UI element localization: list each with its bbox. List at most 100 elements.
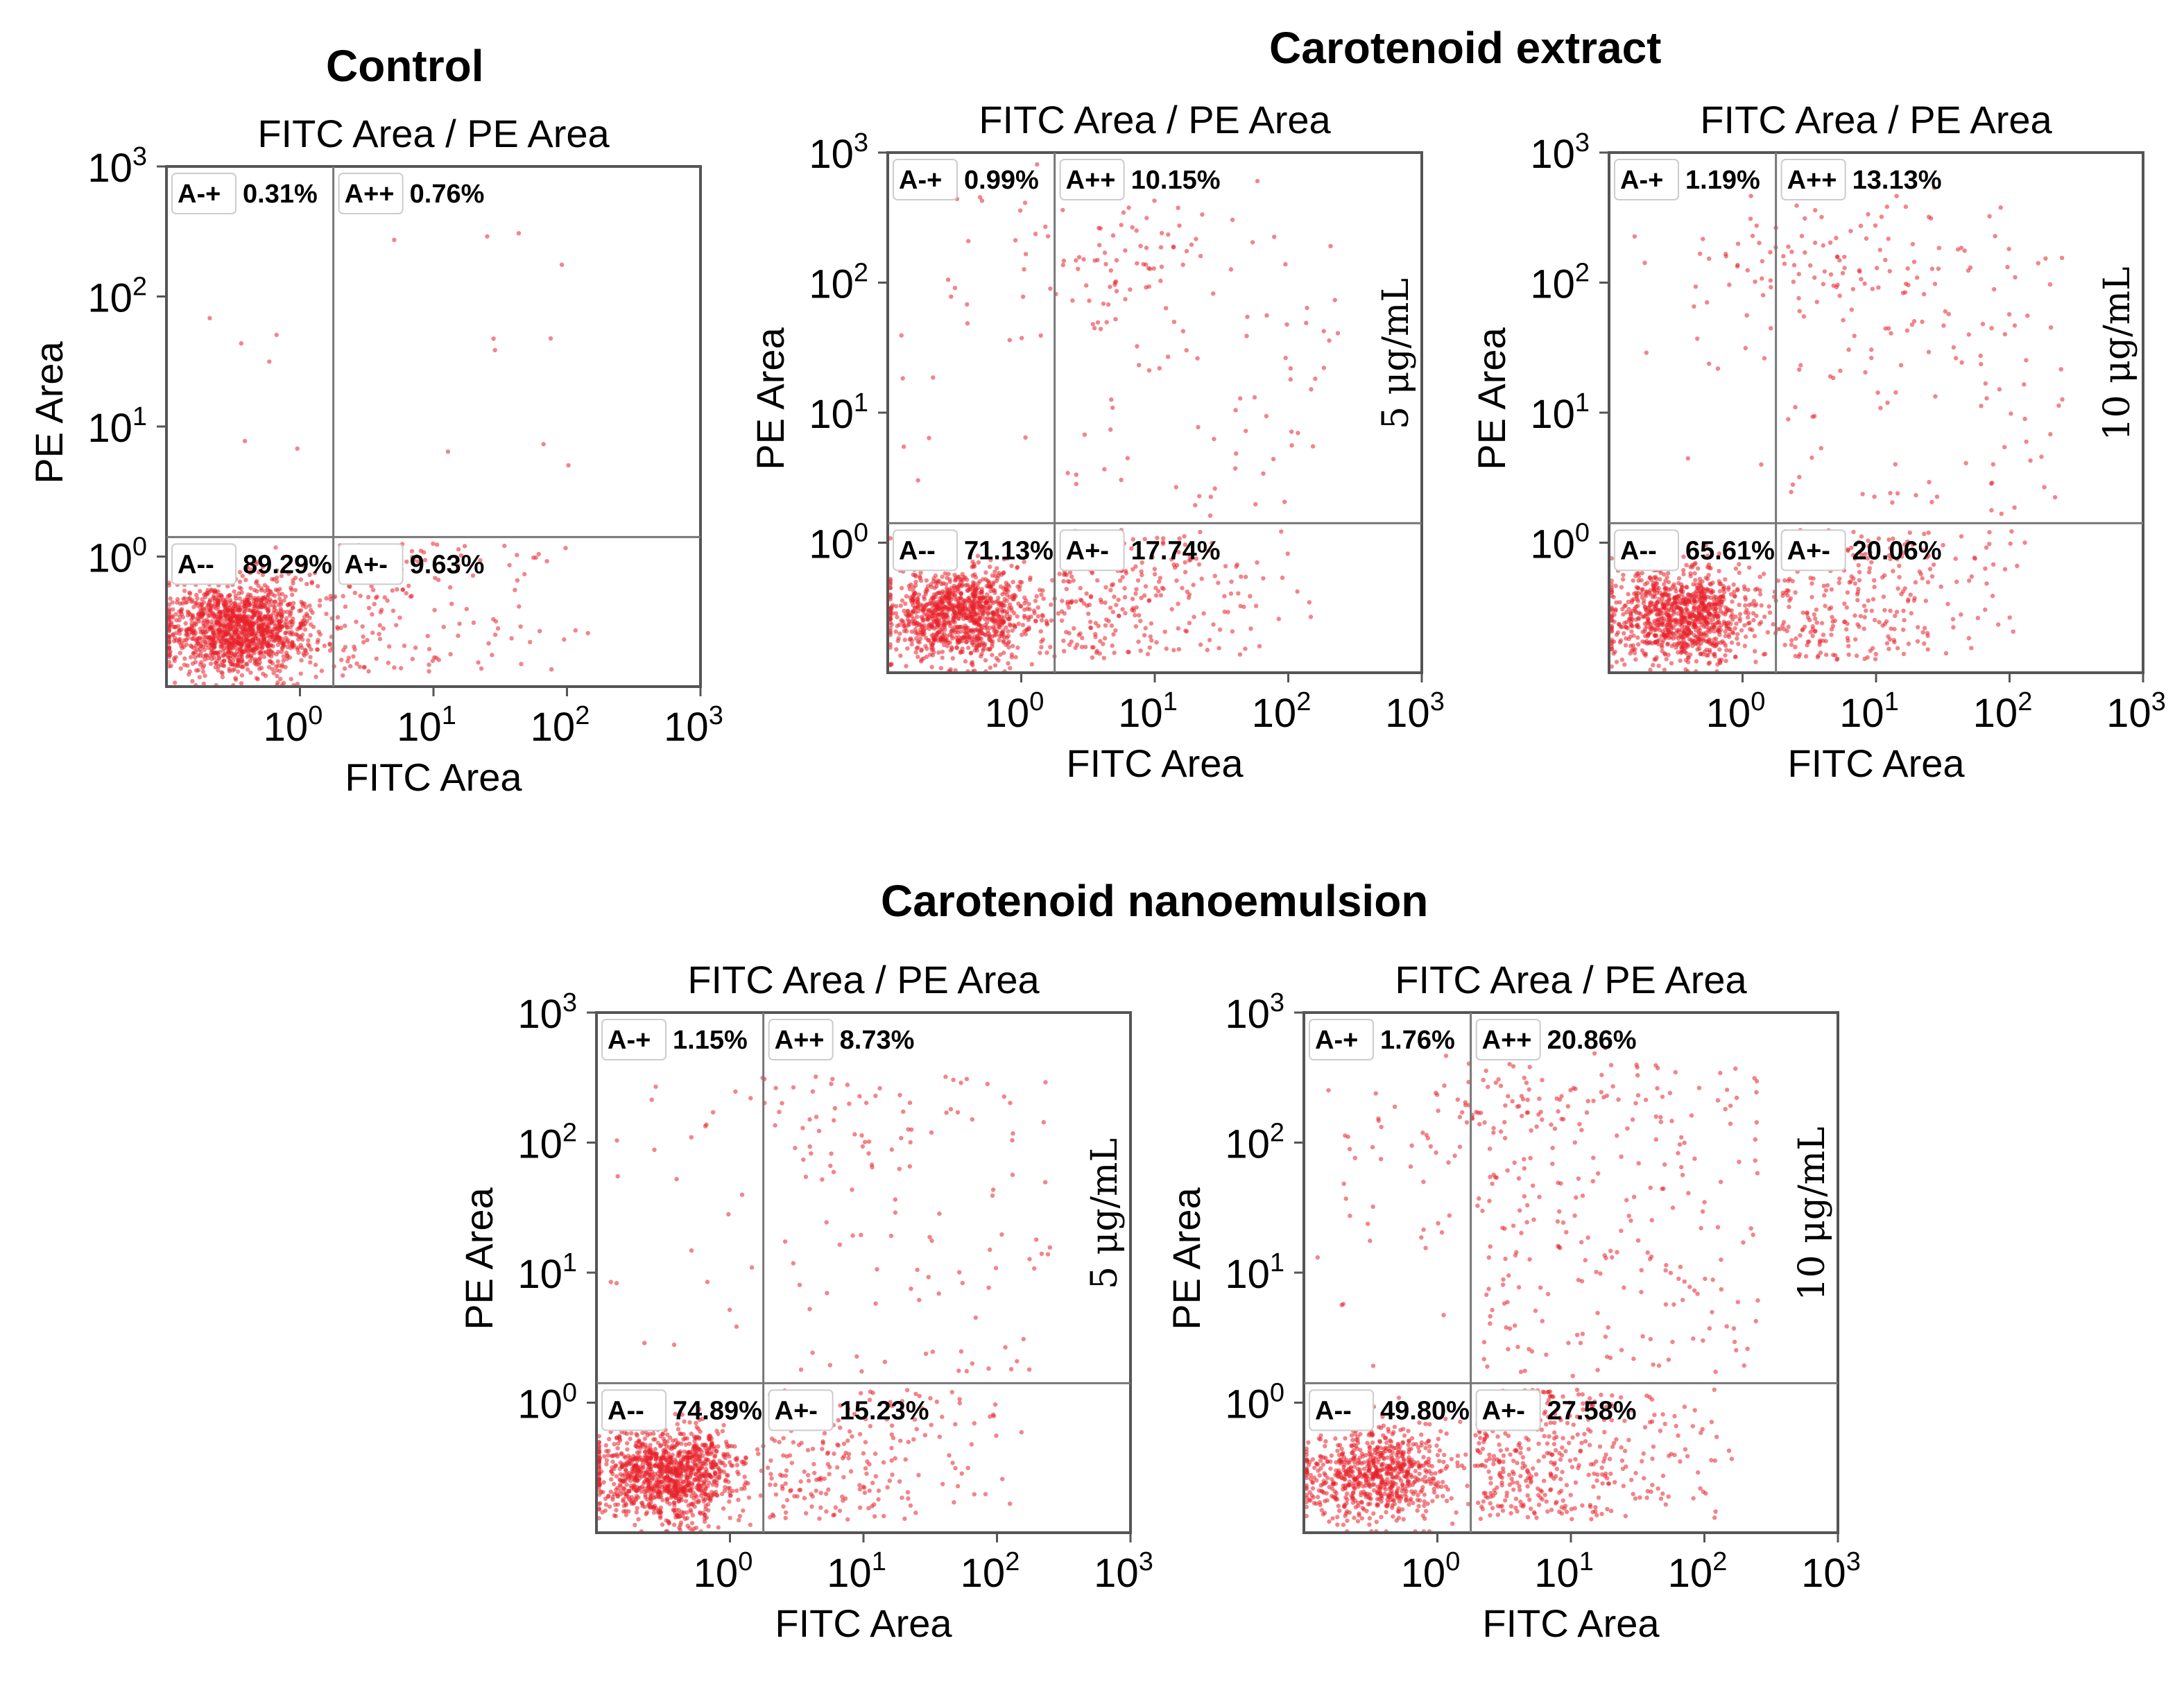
scatter-point: [1704, 653, 1709, 657]
scatter-point: [200, 628, 205, 634]
scatter-point: [1094, 650, 1099, 655]
scatter-point: [2048, 325, 2054, 330]
scatter-point: [1703, 542, 1708, 548]
scatter-point: [1629, 629, 1634, 634]
scatter-point: [939, 596, 945, 601]
scatter-point: [207, 316, 212, 320]
scatter-point: [909, 614, 914, 619]
scatter-point: [1886, 236, 1891, 241]
scatter-point: [1108, 268, 1113, 273]
scatter-point: [1173, 485, 1178, 490]
scatter-point: [245, 565, 250, 569]
scatter-point: [1867, 566, 1872, 571]
scatter-point: [936, 650, 941, 655]
scatter-point: [1757, 574, 1762, 579]
scatter-point: [1692, 562, 1697, 567]
scatter-point: [1183, 560, 1187, 565]
scatter-point: [1332, 298, 1337, 302]
scatter-point: [927, 608, 931, 612]
scatter-point: [1859, 277, 1864, 282]
scatter-point: [1753, 279, 1757, 284]
scatter-point: [298, 635, 303, 639]
scatter-point: [271, 671, 276, 676]
scatter-point: [1959, 360, 1964, 365]
y-axis-label: PE Area: [1470, 327, 1513, 470]
scatter-point: [2002, 445, 2007, 449]
scatter-point: [205, 587, 210, 593]
scatter-point: [2024, 358, 2029, 363]
scatter-point: [1114, 289, 1119, 293]
scatter-point: [203, 673, 207, 678]
scatter-point: [1762, 614, 1767, 619]
scatter-point: [929, 614, 934, 619]
scatter-point: [352, 590, 357, 595]
scatter-point: [972, 593, 977, 599]
scatter-point: [1969, 574, 1975, 579]
scatter-point: [387, 644, 392, 649]
scatter-point: [1082, 432, 1087, 437]
scatter-point: [1138, 243, 1143, 248]
scatter-point: [1140, 572, 1144, 578]
scatter-point: [204, 653, 209, 657]
scatter-point: [1893, 390, 1898, 395]
scatter-point: [308, 660, 313, 665]
scatter-point: [1648, 630, 1653, 635]
scatter-point: [1146, 368, 1152, 373]
scatter-point: [931, 619, 937, 623]
scatter-point: [1997, 387, 2002, 392]
scatter-point: [252, 587, 257, 593]
scatter-point: [1098, 327, 1103, 332]
scatter-point: [1658, 577, 1662, 582]
scatter-point: [1043, 224, 1048, 230]
scatter-point: [1103, 623, 1108, 628]
scatter-point: [432, 608, 437, 612]
scatter-point: [357, 664, 362, 669]
scatter-point: [1676, 576, 1682, 581]
scatter-point: [1659, 593, 1665, 598]
scatter-point: [1126, 205, 1131, 210]
scatter-point: [1222, 609, 1227, 614]
scatter-point: [194, 592, 199, 597]
scatter-point: [965, 630, 971, 635]
scatter-point: [328, 594, 334, 599]
scatter-point: [289, 587, 294, 592]
scatter-point: [1877, 248, 1882, 252]
scatter-point: [1108, 284, 1112, 289]
scatter-point: [1182, 534, 1187, 539]
scatter-point: [1208, 494, 1213, 499]
scatter-point: [1863, 370, 1868, 375]
scatter-point: [1008, 614, 1013, 619]
scatter-point: [1160, 541, 1166, 547]
scatter-point: [1748, 193, 1753, 198]
scatter-point: [943, 571, 947, 576]
scatter-point: [1070, 298, 1075, 303]
scatter-point: [190, 679, 195, 684]
scatter-point: [1873, 223, 1878, 228]
scatter-point: [2022, 416, 2027, 422]
scatter-point: [1751, 618, 1756, 623]
scatter-point: [1849, 574, 1854, 579]
scatter-point: [1910, 241, 1916, 247]
scatter-point: [1730, 617, 1735, 622]
scatter-point: [248, 585, 253, 591]
scatter-point: [295, 682, 300, 687]
scatter-point: [1911, 319, 1917, 324]
scatter-point: [1664, 599, 1669, 604]
scatter-point: [1130, 567, 1135, 571]
scatter-point: [319, 669, 325, 673]
scatter-point: [464, 606, 469, 612]
scatter-point: [1791, 279, 1796, 284]
quadrant-live: A-- 89.29%: [171, 543, 332, 585]
scatter-point: [1699, 610, 1703, 614]
scatter-point: [1191, 583, 1196, 587]
scatter-point: [283, 630, 288, 636]
scatter-point: [1321, 329, 1326, 334]
scatter-point: [728, 1486, 732, 1490]
scatter-point: [1688, 571, 1693, 576]
scatter-point: [936, 630, 941, 635]
scatter-point: [1763, 651, 1768, 657]
scatter-point: [239, 586, 243, 591]
x-tick-label: 103: [2106, 687, 2166, 736]
scatter-point: [980, 596, 986, 601]
scatter-point: [1923, 599, 1928, 603]
